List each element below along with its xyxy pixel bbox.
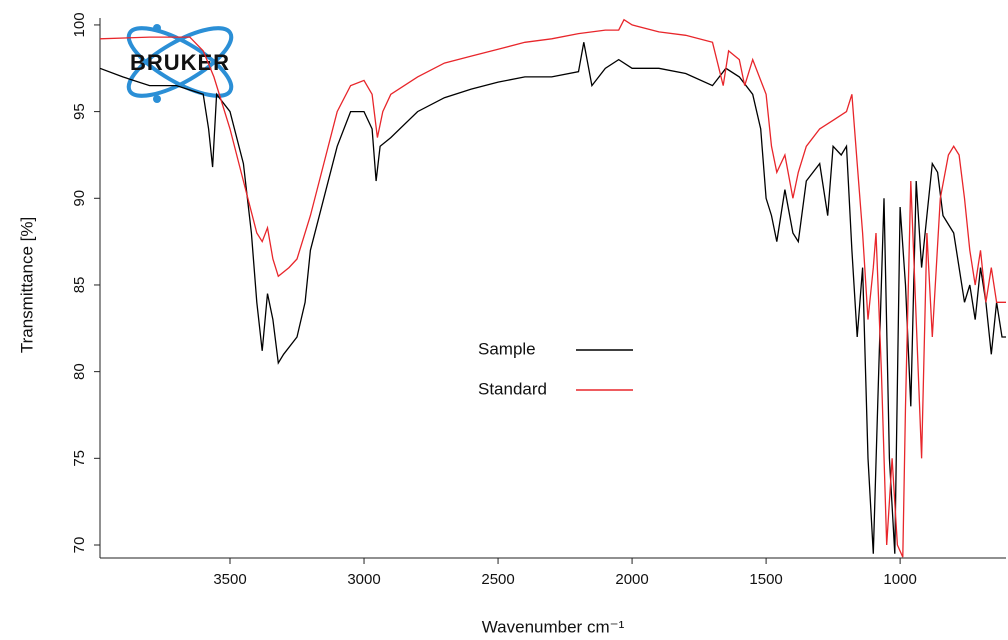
y-tick-label: 95 (71, 103, 88, 120)
series-line (100, 42, 1006, 554)
logo: BRUKER (126, 24, 234, 103)
x-tick-label: 3000 (347, 571, 380, 588)
x-tick-label: 1500 (749, 571, 782, 588)
x-axis-label: Wavenumber cm⁻¹ (482, 617, 625, 636)
logo-dot (153, 95, 161, 103)
y-tick-label: 90 (71, 190, 88, 207)
y-tick-label: 100 (71, 12, 88, 37)
y-tick-label: 75 (71, 450, 88, 467)
logo-dot (153, 24, 161, 32)
y-tick-label: 85 (71, 277, 88, 294)
logo-text: BRUKER (130, 50, 230, 75)
x-tick-label: 2000 (615, 571, 648, 588)
y-tick-label: 80 (71, 363, 88, 380)
legend-label: Standard (478, 379, 547, 398)
series-line (100, 18, 1006, 558)
y-axis-label: Transmittance [%] (17, 217, 36, 353)
logo-orbit (126, 26, 234, 98)
logo-orbit (126, 26, 234, 98)
x-tick-label: 3500 (213, 571, 246, 588)
x-tick-label: 1000 (883, 571, 916, 588)
x-tick-label: 2500 (481, 571, 514, 588)
legend-label: Sample (478, 339, 536, 358)
y-tick-label: 70 (71, 537, 88, 554)
